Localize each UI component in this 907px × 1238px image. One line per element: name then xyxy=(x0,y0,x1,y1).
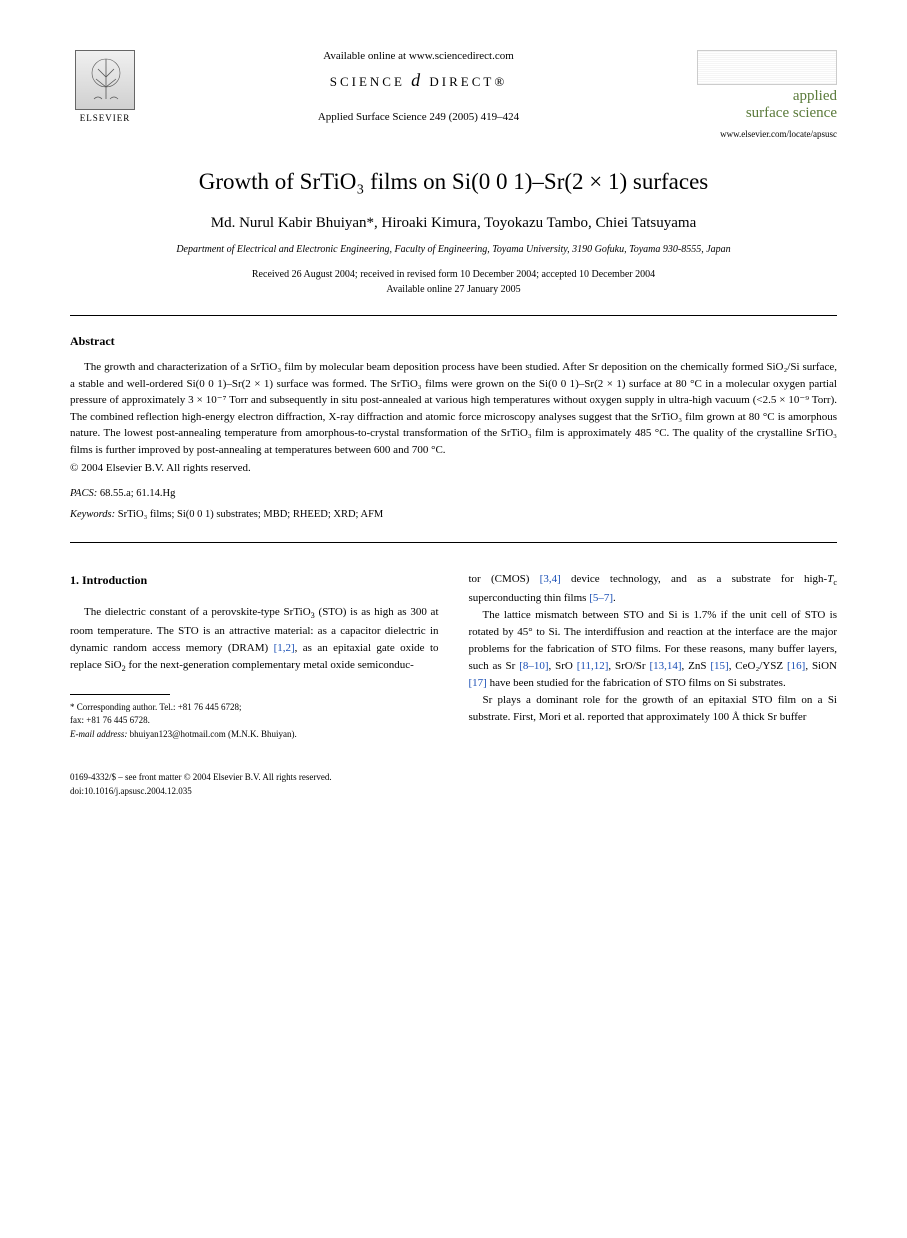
footer-doi: doi:10.1016/j.apsusc.2004.12.035 xyxy=(70,785,837,799)
dates-line2: Available online 27 January 2005 xyxy=(386,284,520,295)
ref-16[interactable]: [16] xyxy=(787,660,805,672)
footnote-fax: fax: +81 76 445 6728. xyxy=(70,714,439,728)
body-columns: 1. Introduction The dielectric constant … xyxy=(70,571,837,741)
p2-5: , CeO₂/YSZ xyxy=(729,660,787,672)
abstract-text: The growth and characterization of a SrT… xyxy=(70,359,837,458)
ref-11-12[interactable]: [11,12] xyxy=(577,660,609,672)
tc-sub: c xyxy=(833,578,837,587)
footnote-corr: * Corresponding author. Tel.: +81 76 445… xyxy=(70,701,439,715)
available-online-text: Available online at www.sciencedirect.co… xyxy=(140,50,697,62)
keywords-label: Keywords: xyxy=(70,509,115,520)
divider-bottom xyxy=(70,542,837,543)
journal-url: www.elsevier.com/locate/apsusc xyxy=(697,129,837,139)
footnote-separator xyxy=(70,694,170,695)
journal-reference: Applied Surface Science 249 (2005) 419–4… xyxy=(140,111,697,123)
divider-top xyxy=(70,315,837,316)
science-right: DIRECT® xyxy=(429,74,507,89)
pacs-values: 68.55.a; 61.14.Hg xyxy=(100,488,176,499)
ref-3-4[interactable]: [3,4] xyxy=(540,573,561,585)
p1-mid: device technology, and as a substrate fo… xyxy=(561,573,827,585)
affiliation: Department of Electrical and Electronic … xyxy=(70,244,837,255)
pacs-label: PACS: xyxy=(70,488,97,499)
page-header: ELSEVIER Available online at www.science… xyxy=(70,50,837,139)
science-left: SCIENCE xyxy=(330,74,405,89)
abstract-heading: Abstract xyxy=(70,334,837,349)
article-dates: Received 26 August 2004; received in rev… xyxy=(70,267,837,297)
ref-17[interactable]: [17] xyxy=(469,677,487,689)
p2-6: , SiON xyxy=(805,660,837,672)
ref-1-2[interactable]: [1,2] xyxy=(274,642,295,654)
pacs-line: PACS: 68.55.a; 61.14.Hg xyxy=(70,488,837,499)
footnote-email: bhuiyan123@hotmail.com (M.N.K. Bhuiyan). xyxy=(130,729,297,739)
keywords-line: Keywords: SrTiO₃ films; Si(0 0 1) substr… xyxy=(70,509,837,520)
elsevier-label: ELSEVIER xyxy=(80,113,131,123)
journal-name-line2: surface science xyxy=(746,105,837,121)
intro-paragraph-1-cont: tor (CMOS) [3,4] device technology, and … xyxy=(469,571,838,607)
section-1-heading: 1. Introduction xyxy=(70,571,439,590)
center-header: Available online at www.sciencedirect.co… xyxy=(140,50,697,123)
footer-line1: 0169-4332/$ – see front matter © 2004 El… xyxy=(70,771,837,785)
left-column: 1. Introduction The dielectric constant … xyxy=(70,571,439,741)
footer-info: 0169-4332/$ – see front matter © 2004 El… xyxy=(70,771,837,798)
p1-pre: tor (CMOS) xyxy=(469,573,540,585)
elsevier-tree-icon xyxy=(75,50,135,110)
article-title: Growth of SrTiO₃ films on Si(0 0 1)–Sr(2… xyxy=(70,169,837,195)
journal-logo-block: applied surface science www.elsevier.com… xyxy=(697,50,837,139)
p1-end: . xyxy=(613,592,616,604)
p2-3: , SrO/Sr xyxy=(608,660,649,672)
journal-name-line1: applied xyxy=(793,88,837,104)
right-column: tor (CMOS) [3,4] device technology, and … xyxy=(469,571,838,741)
intro-paragraph-3: Sr plays a dominant role for the growth … xyxy=(469,692,838,726)
footnote-email-label: E-mail address: xyxy=(70,729,127,739)
p1-post: superconducting thin films xyxy=(469,592,590,604)
intro-paragraph-1: The dielectric constant of a perovskite-… xyxy=(70,604,439,676)
intro-paragraph-2: The lattice mismatch between STO and Si … xyxy=(469,607,838,692)
ref-13-14[interactable]: [13,14] xyxy=(649,660,681,672)
p2-7: have been studied for the fabrication of… xyxy=(487,677,786,689)
authors-list: Md. Nurul Kabir Bhuiyan*, Hiroaki Kimura… xyxy=(70,215,837,232)
journal-name: applied surface science xyxy=(697,88,837,121)
copyright-text: © 2004 Elsevier B.V. All rights reserved… xyxy=(70,462,837,474)
sd-at-icon: d xyxy=(411,70,423,90)
corresponding-author-footnote: * Corresponding author. Tel.: +81 76 445… xyxy=(70,701,439,742)
dates-line1: Received 26 August 2004; received in rev… xyxy=(252,269,655,280)
journal-logo-graphic xyxy=(697,50,837,85)
footnote-email-line: E-mail address: bhuiyan123@hotmail.com (… xyxy=(70,728,439,742)
keywords-values: SrTiO₃ films; Si(0 0 1) substrates; MBD;… xyxy=(118,509,384,520)
p2-4: , ZnS xyxy=(682,660,711,672)
science-direct-logo: SCIENCE d DIRECT® xyxy=(140,70,697,91)
p2-2: , SrO xyxy=(549,660,577,672)
elsevier-logo: ELSEVIER xyxy=(70,50,140,130)
ref-5-7[interactable]: [5–7] xyxy=(589,592,613,604)
ref-8-10[interactable]: [8–10] xyxy=(519,660,548,672)
ref-15[interactable]: [15] xyxy=(710,660,728,672)
